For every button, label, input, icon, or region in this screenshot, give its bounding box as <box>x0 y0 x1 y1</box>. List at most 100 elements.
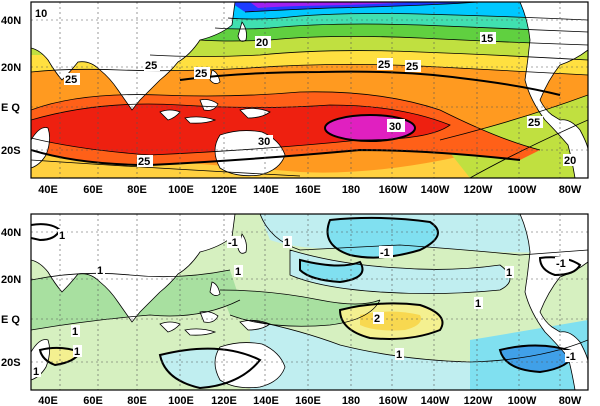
svg-text:1: 1 <box>506 267 512 279</box>
lat-label: E Q <box>1 314 20 326</box>
lon-label: 140E <box>253 184 279 196</box>
sst-lon-labels: 40E 60E 80E 100E 120E 140E 160E 180 160W… <box>38 184 582 196</box>
lon-label: 120W <box>464 395 493 406</box>
anomaly-map-frame <box>30 213 589 391</box>
lat-label: 20S <box>1 145 21 157</box>
svg-text:1: 1 <box>284 237 290 249</box>
contour-label: 1 <box>234 265 243 278</box>
lon-label: 60E <box>83 184 103 196</box>
anomaly-lat-labels: 40N 20N E Q 20S <box>1 227 21 369</box>
contour-label: 1 <box>71 325 80 338</box>
borneo-island <box>199 99 219 111</box>
contour-label: 25 <box>527 116 543 129</box>
svg-text:1: 1 <box>33 366 39 378</box>
svg-text:2: 2 <box>374 313 380 325</box>
contour-label: -1 <box>227 236 241 249</box>
contour-label: 1 <box>474 297 483 310</box>
contour-label: 30 <box>387 119 405 133</box>
lon-label: 180 <box>342 395 360 406</box>
lat-label: 20S <box>1 357 21 369</box>
lon-label: 120E <box>211 395 237 406</box>
svg-text:-1: -1 <box>228 237 238 249</box>
anomaly-lon-labels: 40E 60E 80E 100E 120E 140E 160E 180 160W… <box>38 395 582 406</box>
svg-text:20: 20 <box>256 37 268 49</box>
lon-label: 80E <box>127 184 147 196</box>
contour-label: 25 <box>144 59 160 72</box>
contour-label: -1 <box>565 350 579 363</box>
contour-label: -1 <box>379 246 393 259</box>
contour-label: 30 <box>257 135 273 148</box>
lon-label: 180 <box>342 184 360 196</box>
contour-label: 25 <box>377 58 393 71</box>
java-island <box>184 328 217 336</box>
lat-label: 40N <box>1 15 21 27</box>
borneo-island <box>199 311 219 323</box>
lon-label: 100W <box>508 395 537 406</box>
svg-text:15: 15 <box>481 33 493 45</box>
contour-label: 10 <box>34 7 48 20</box>
svg-text:25: 25 <box>138 156 150 168</box>
sst-field <box>31 2 588 178</box>
lon-label: 80W <box>559 184 582 196</box>
lon-label: 100E <box>168 184 194 196</box>
contour-label: -1 <box>555 257 569 270</box>
australia-land <box>214 342 286 389</box>
lon-label: 160W <box>379 184 408 196</box>
lon-label: 120E <box>211 184 237 196</box>
lon-label: 160W <box>379 395 408 406</box>
svg-text:20: 20 <box>564 155 576 167</box>
contour-label: 2 <box>373 312 384 325</box>
lon-label: 40E <box>38 395 58 406</box>
lon-label: 120W <box>464 184 493 196</box>
java-island <box>184 116 217 124</box>
svg-text:25: 25 <box>65 74 77 86</box>
contour-label: 25 <box>194 67 210 80</box>
svg-text:-1: -1 <box>556 258 566 270</box>
contour-label: 1 <box>32 365 41 378</box>
sst-graticule <box>31 2 588 178</box>
eurasia-land <box>31 2 236 111</box>
sst-contour-labels: 10 20 15 25 25 25 25 25 30 25 25 30 20 <box>34 7 579 168</box>
contour-label: 25 <box>64 73 80 86</box>
japan-island <box>237 21 247 42</box>
svg-text:1: 1 <box>74 346 80 358</box>
sst-map-panel: 10 20 15 25 25 25 25 25 30 25 25 30 20 4… <box>1 1 589 196</box>
sst-map-frame <box>30 1 589 179</box>
lon-label: 140E <box>253 395 279 406</box>
lon-label: 80E <box>127 395 147 406</box>
eurasia-land <box>31 214 236 323</box>
svg-text:1: 1 <box>396 349 402 361</box>
contour-label: 1 <box>96 264 105 277</box>
anomaly-field <box>31 214 588 390</box>
svg-text:25: 25 <box>406 61 418 73</box>
svg-text:25: 25 <box>145 60 157 72</box>
lat-label: 20N <box>1 62 21 74</box>
lat-label: 20N <box>1 274 21 286</box>
contour-label: 1 <box>395 348 404 361</box>
sst-lat-labels: 40N 20N E Q 20S <box>1 15 21 157</box>
lon-label: 60E <box>83 395 103 406</box>
svg-text:25: 25 <box>528 117 540 129</box>
lat-label: 40N <box>1 227 21 239</box>
contour-label: 20 <box>563 154 579 167</box>
svg-text:-1: -1 <box>380 247 390 259</box>
svg-text:1: 1 <box>72 326 78 338</box>
anomaly-map-panel: 1 -1 1 -1 1 1 1 -1 1 2 1 1 1 1 -1 40N 20… <box>1 213 589 406</box>
new-guinea-island <box>239 108 271 119</box>
contour-label: 1 <box>58 229 67 242</box>
japan-island <box>237 233 247 254</box>
lon-label: 160E <box>295 395 321 406</box>
anomaly-contour-labels: 1 -1 1 -1 1 1 1 -1 1 2 1 1 1 1 -1 <box>32 229 579 378</box>
lon-label: 40E <box>38 184 58 196</box>
lon-label: 80W <box>559 395 582 406</box>
svg-text:1: 1 <box>235 266 241 278</box>
svg-text:1: 1 <box>97 265 103 277</box>
lat-label: E Q <box>1 102 20 114</box>
philippines-island <box>209 281 221 296</box>
svg-text:1: 1 <box>59 230 65 242</box>
contour-label: 25 <box>137 155 153 168</box>
lon-label: 100W <box>508 184 537 196</box>
anomaly-graticule <box>31 214 588 390</box>
svg-text:25: 25 <box>378 59 390 71</box>
